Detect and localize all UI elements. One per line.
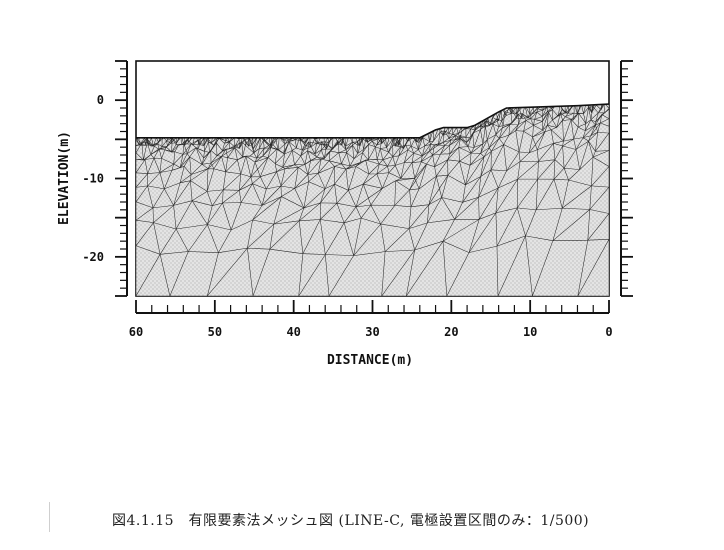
mesh-diagonals (136, 119, 609, 168)
y-axis-title: ELEVATION(m) (57, 131, 72, 225)
x-axis-title: DISTANCE(m) (327, 353, 413, 368)
figure-caption: 図4.1.15 有限要素法メッシュ図 (LINE-C, 電極設置区間のみ：1/5… (112, 513, 590, 529)
x-tick-label: 20 (444, 325, 458, 339)
mesh-diagonals (136, 157, 609, 209)
x-axis-ruler (135, 300, 610, 314)
x-tick-label: 60 (129, 325, 143, 339)
ground-surface-line (136, 103, 610, 139)
y-tick-label: 0 (97, 93, 104, 107)
mesh-row-line (136, 156, 609, 192)
mesh-row-line (136, 235, 609, 256)
scan-edge-mark (49, 502, 50, 532)
y-tick-label: -20 (82, 250, 104, 264)
mesh-row-line (136, 207, 609, 231)
x-tick-label: 50 (208, 325, 222, 339)
x-tick-label: 40 (286, 325, 300, 339)
x-tick-labels: 60 50 40 30 20 10 0 (129, 325, 613, 339)
y-tick-label: -10 (82, 172, 104, 186)
y-axis-ruler-left (115, 60, 128, 297)
x-tick-label: 10 (523, 325, 537, 339)
x-tick-label: 0 (605, 325, 612, 339)
mesh-diagonals (136, 178, 609, 231)
mesh-diagram: 0 -10 -20 60 50 40 30 20 10 0 ELEVATION(m) DISTA… (57, 60, 633, 368)
x-tick-label: 30 (365, 325, 379, 339)
mesh-row-line (136, 129, 609, 168)
y-axis-ruler-right (620, 60, 633, 297)
mesh-diagonals (136, 235, 609, 296)
mesh-diagonals (136, 112, 609, 161)
mesh-row-line (136, 140, 609, 179)
mesh-diagonals (136, 207, 609, 256)
mesh-diagonals (136, 141, 609, 192)
y-tick-labels: 0 -10 -20 (82, 93, 104, 264)
